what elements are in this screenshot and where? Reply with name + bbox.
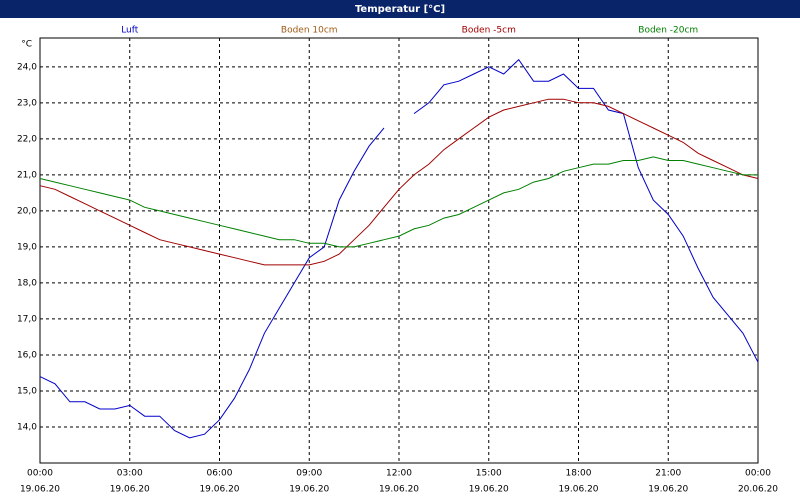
x-tick-date: 19.06.20 [289, 485, 329, 495]
x-tick-label: 03:00 [117, 469, 143, 479]
x-tick-label: 15:00 [476, 469, 502, 479]
y-tick-label: 17,0 [17, 314, 37, 324]
y-tick-label: 22,0 [17, 134, 37, 144]
y-tick-label: 16,0 [17, 350, 37, 360]
x-tick-label: 12:00 [386, 469, 412, 479]
x-tick-date: 19.06.20 [558, 485, 598, 495]
series-line [39, 98, 759, 266]
x-tick-date: 19.06.20 [110, 485, 150, 495]
y-tick-label: 14,0 [17, 422, 37, 432]
y-tick-label: 21,0 [17, 170, 37, 180]
y-tick-label: 23,0 [17, 98, 37, 108]
chart-title: Temperatur [°C] [355, 4, 445, 15]
x-tick-date: 19.06.20 [199, 485, 239, 495]
y-unit: °C [21, 40, 32, 50]
legend-entry: Boden -5cm [462, 26, 516, 36]
x-tick-date: 19.06.20 [20, 485, 60, 495]
x-tick-label: 00:00 [745, 469, 771, 479]
series-line [39, 156, 758, 248]
x-tick-date: 20.06.20 [738, 485, 778, 495]
series-line [39, 58, 759, 439]
x-tick-label: 09:00 [296, 469, 322, 479]
legend-entry: Boden -20cm [638, 26, 698, 36]
x-tick-date: 19.06.20 [648, 485, 688, 495]
legend-entry: Luft [121, 26, 139, 36]
y-tick-label: 15,0 [17, 386, 37, 396]
x-tick-label: 21:00 [655, 469, 681, 479]
x-tick-label: 18:00 [566, 469, 592, 479]
y-tick-label: 20,0 [17, 206, 37, 216]
x-tick-label: 00:00 [27, 469, 53, 479]
y-tick-label: 19,0 [17, 242, 37, 252]
y-tick-label: 24,0 [17, 62, 37, 72]
legend-entry: Boden 10cm [281, 26, 338, 36]
x-tick-label: 06:00 [207, 469, 233, 479]
y-tick-label: 18,0 [17, 278, 37, 288]
x-tick-date: 19.06.20 [469, 485, 509, 495]
title-bar [0, 0, 800, 18]
x-tick-date: 19.06.20 [379, 485, 419, 495]
